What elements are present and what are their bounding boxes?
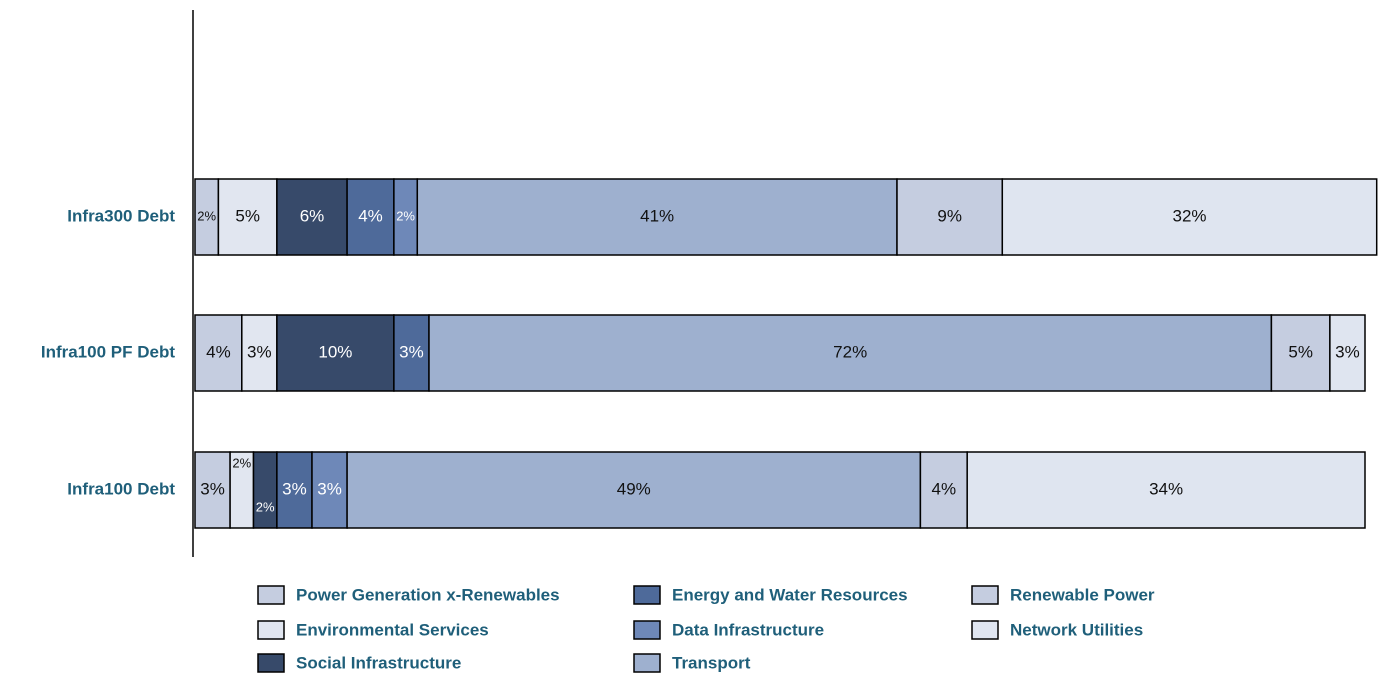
data-label: 6% <box>300 206 325 225</box>
data-label: 49% <box>617 479 651 498</box>
legend-swatch <box>257 653 285 673</box>
data-label: 3% <box>399 342 424 361</box>
legend-label: Renewable Power <box>1010 585 1155 604</box>
data-label: 4% <box>358 206 383 225</box>
data-label: 4% <box>932 479 957 498</box>
bar-segment <box>276 451 313 529</box>
data-label: 3% <box>200 479 225 498</box>
bar-segment <box>276 178 348 256</box>
data-label: 2% <box>232 455 251 470</box>
data-label: 9% <box>937 206 962 225</box>
legend-label: Network Utilities <box>1010 620 1143 639</box>
bar-segment <box>966 451 1366 529</box>
legend-label: Transport <box>672 653 751 672</box>
data-label: 2% <box>256 499 275 514</box>
data-label: 2% <box>197 208 216 223</box>
data-label: 41% <box>640 206 674 225</box>
legend-swatch <box>257 585 285 605</box>
data-label: 3% <box>317 479 342 498</box>
legend-swatch <box>257 620 285 640</box>
bar-segment <box>217 178 278 256</box>
bar-segment <box>416 178 898 256</box>
bar-segment <box>194 451 231 529</box>
data-label: 10% <box>318 342 352 361</box>
bar-segment <box>252 451 278 529</box>
data-label: 4% <box>206 342 231 361</box>
bar-segment <box>276 314 395 392</box>
y-tick-label: Infra100 Debt <box>67 479 175 498</box>
legend-label: Environmental Services <box>296 620 489 639</box>
bar-segment <box>919 451 968 529</box>
data-label: 32% <box>1172 206 1206 225</box>
legend-label: Data Infrastructure <box>672 620 824 639</box>
bar-segment <box>346 178 395 256</box>
y-tick-label: Infra300 Debt <box>67 206 175 225</box>
data-label: 5% <box>1288 342 1313 361</box>
bar-segment <box>896 178 1004 256</box>
legend-label: Social Infrastructure <box>296 653 461 672</box>
legend-swatch <box>633 620 661 640</box>
data-label: 5% <box>235 206 260 225</box>
bar-segment <box>311 451 348 529</box>
data-label: 3% <box>282 479 307 498</box>
legend-swatch <box>971 620 999 640</box>
legend-swatch <box>633 585 661 605</box>
data-label: 3% <box>1335 342 1360 361</box>
bar-segment <box>346 451 922 529</box>
legend-label: Energy and Water Resources <box>672 585 908 604</box>
data-label: 2% <box>396 208 415 223</box>
legend-swatch <box>971 585 999 605</box>
data-label: 3% <box>247 342 272 361</box>
bar-segment <box>1001 178 1378 256</box>
legend-swatch <box>633 653 661 673</box>
data-label: 72% <box>833 342 867 361</box>
bar-segment <box>428 314 1273 392</box>
y-tick-label: Infra100 PF Debt <box>41 342 175 361</box>
legend-label: Power Generation x-Renewables <box>296 585 560 604</box>
data-label: 34% <box>1149 479 1183 498</box>
bar-segment <box>1329 314 1366 392</box>
